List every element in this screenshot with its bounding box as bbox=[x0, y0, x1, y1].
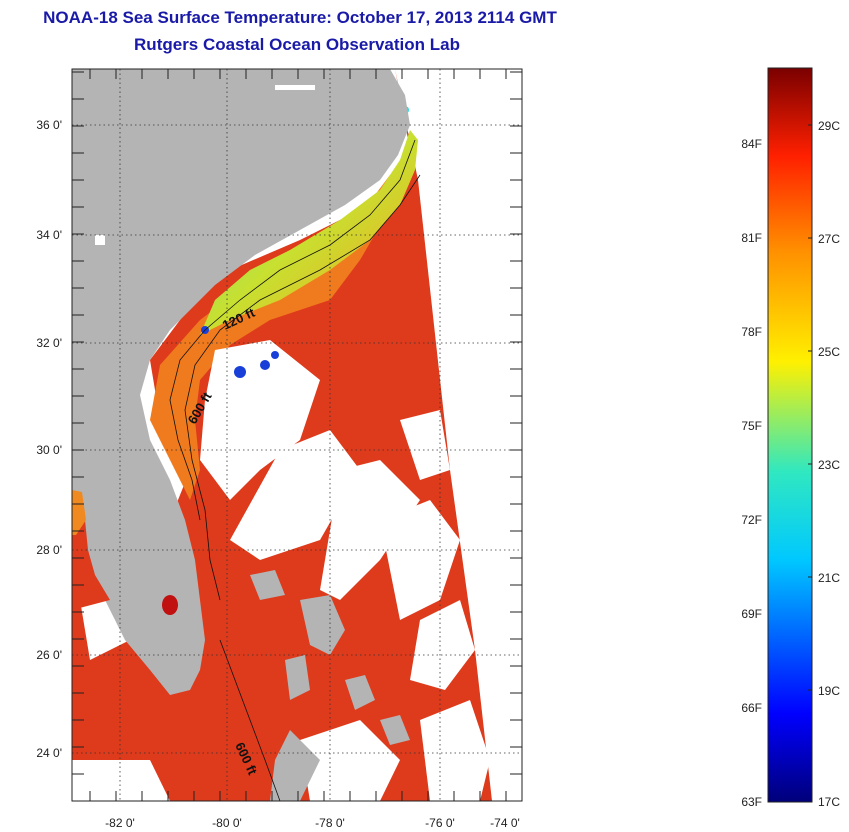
colorbar-f-label: 66F bbox=[741, 701, 762, 715]
contour-120ft bbox=[169, 139, 416, 521]
map-title: NOAA-18 Sea Surface Temperature: October… bbox=[43, 8, 557, 27]
contour-600ft-south bbox=[219, 639, 281, 801]
colorbar-c-label: 25C bbox=[818, 345, 840, 359]
bahamas-island bbox=[380, 715, 410, 745]
colorbar-f-label: 81F bbox=[741, 231, 762, 245]
lat-tick-label: 24 0' bbox=[36, 746, 62, 760]
lon-tick-label: -78 0' bbox=[315, 816, 345, 830]
colorbar-f-label: 72F bbox=[741, 513, 762, 527]
lake bbox=[275, 85, 315, 90]
bahamas-island bbox=[300, 595, 345, 655]
cloud-patch bbox=[380, 500, 460, 620]
cloud-patch bbox=[410, 600, 475, 690]
gulf-orange-patch bbox=[72, 490, 86, 535]
cloud-patch bbox=[230, 430, 360, 560]
colorbar-ticks bbox=[808, 124, 812, 691]
lat-tick-label: 28 0' bbox=[36, 543, 62, 557]
map-subtitle: Rutgers Coastal Ocean Observation Lab bbox=[134, 35, 460, 54]
cloud-patch bbox=[72, 760, 170, 801]
cold-spot bbox=[260, 360, 270, 370]
map-imagery bbox=[72, 69, 492, 801]
colorbar-f-label: 78F bbox=[741, 325, 762, 339]
lake bbox=[95, 235, 105, 245]
lon-tick-label: -76 0' bbox=[425, 816, 455, 830]
lat-tick-label: 26 0' bbox=[36, 648, 62, 662]
colorbar-c-label: 21C bbox=[818, 571, 840, 585]
colorbar-c-label: 29C bbox=[818, 119, 840, 133]
lat-tick-label: 36 0' bbox=[36, 118, 62, 132]
colorbar-c-label: 19C bbox=[818, 684, 840, 698]
map-ticks bbox=[72, 69, 522, 802]
cloud-patch bbox=[320, 460, 420, 600]
land-north-america bbox=[72, 69, 410, 695]
bahamas-island bbox=[285, 655, 310, 700]
colorbar-f-label: 84F bbox=[741, 137, 762, 151]
bahamas-island bbox=[345, 675, 375, 710]
lat-tick-label: 34 0' bbox=[36, 228, 62, 242]
cloud-patch bbox=[420, 700, 490, 801]
cool-shelf-water bbox=[200, 130, 418, 335]
colorbar-f-label: 69F bbox=[741, 607, 762, 621]
map-frame bbox=[71, 68, 523, 802]
cloud-patch bbox=[400, 410, 450, 480]
cloud-patch bbox=[300, 720, 400, 801]
colorbar-c-label: 17C bbox=[818, 795, 840, 809]
map-gridlines bbox=[72, 69, 522, 801]
lat-tick-label: 32 0' bbox=[36, 336, 62, 350]
lat-tick-label: 30 0' bbox=[36, 443, 62, 457]
lake-okeechobee bbox=[162, 595, 178, 615]
colorbar-c-label: 23C bbox=[818, 458, 840, 472]
lon-tick-label: -82 0' bbox=[105, 816, 135, 830]
colorbar-f-label: 75F bbox=[741, 419, 762, 433]
cold-spot bbox=[271, 351, 279, 359]
colorbar-c-label: 27C bbox=[818, 232, 840, 246]
cuba-coast bbox=[270, 730, 320, 801]
cold-spot bbox=[234, 366, 246, 378]
colorbar bbox=[767, 67, 813, 803]
bahamas-island bbox=[250, 570, 285, 600]
lon-tick-label: -74 0' bbox=[490, 816, 520, 830]
contour-600ft bbox=[184, 174, 421, 601]
cloud-patch bbox=[200, 340, 320, 500]
lon-tick-label: -80 0' bbox=[212, 816, 242, 830]
colorbar-f-label: 63F bbox=[741, 795, 762, 809]
